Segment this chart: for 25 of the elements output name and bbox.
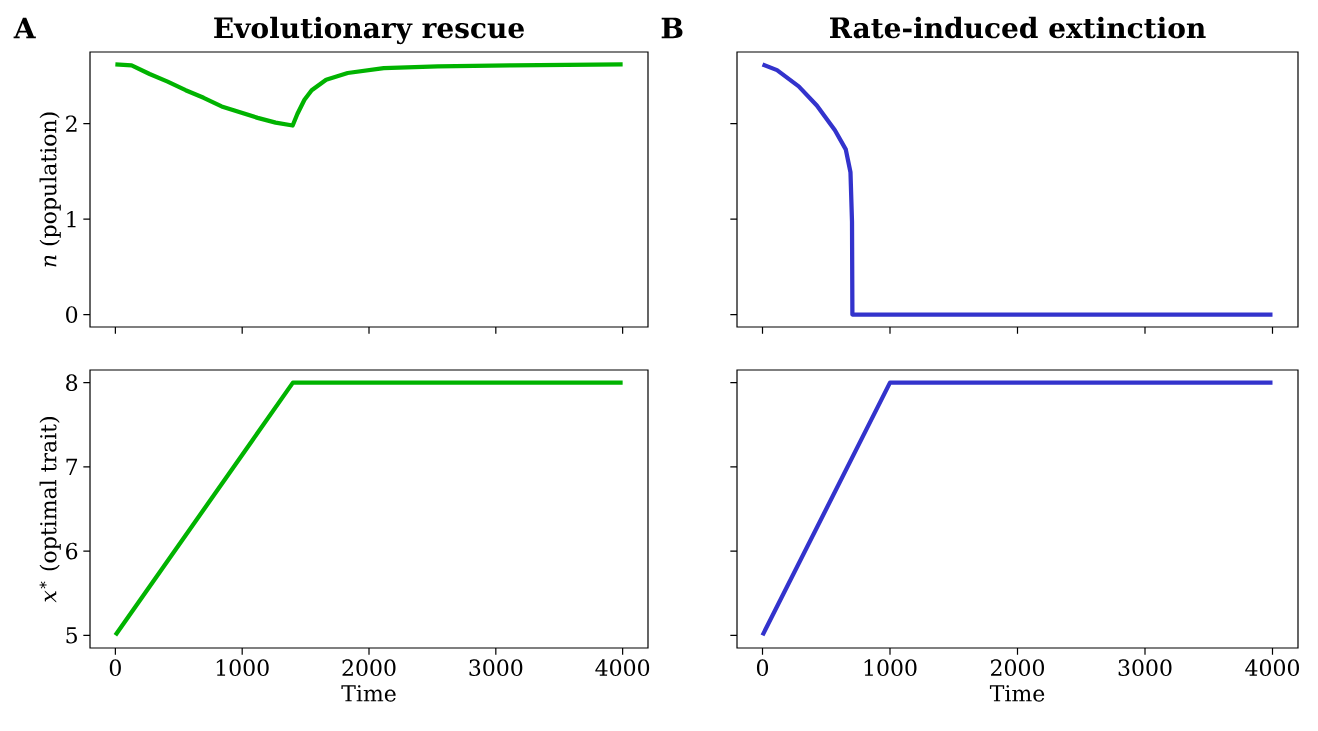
x-tick-label: 4000	[1245, 659, 1299, 676]
y-tick-label: 6	[66, 542, 78, 560]
x-tick-label: 2000	[990, 659, 1045, 676]
y-axis-title: n (population)	[39, 112, 61, 267]
y-tick-label: 1	[67, 210, 76, 228]
chart-title: Evolutionary rescue	[214, 16, 524, 45]
text: A	[13, 17, 36, 39]
x-tick-label: 1000	[216, 659, 269, 676]
y-tick-label: 8	[66, 374, 78, 391]
y-tick-label: 2	[66, 115, 77, 132]
x-tick-label: 3000	[1118, 659, 1172, 676]
text: B	[661, 17, 683, 39]
x-tick-label: 3000	[469, 659, 523, 676]
x-axis-title: Time	[341, 685, 396, 702]
y-tick-label: 5	[66, 627, 77, 644]
chart-title: Rate-induced extinction	[830, 16, 1206, 39]
x-tick-label: 2000	[342, 659, 396, 676]
y-tick-label: 0	[66, 306, 78, 323]
x-tick-label: 0	[756, 659, 769, 676]
y-axis-title: x$^{∗}$ (optimal trait)	[39, 417, 61, 603]
x-tick-label: 4000	[595, 659, 650, 676]
x-tick-label: 0	[109, 659, 121, 676]
x-tick-label: 1000	[864, 659, 917, 676]
y-tick-label: 7	[66, 458, 78, 475]
x-axis-title: Time	[989, 685, 1045, 702]
